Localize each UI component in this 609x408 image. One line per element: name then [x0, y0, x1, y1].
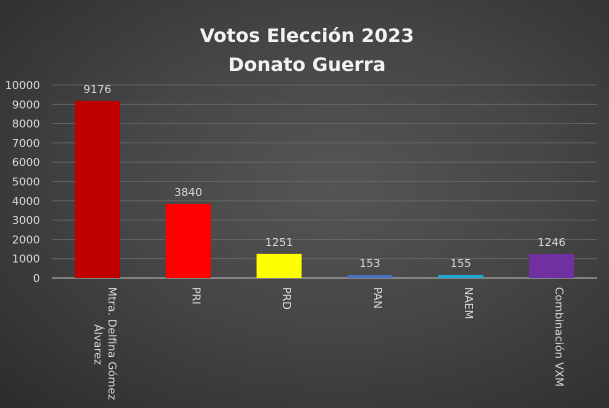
bar	[256, 253, 302, 278]
y-tick-label: 8000	[12, 118, 40, 131]
y-tick-label: 10000	[5, 79, 40, 92]
x-tick-label-line: NAEM	[462, 287, 475, 319]
data-label: 9176	[83, 83, 111, 96]
y-tick-label: 1000	[12, 253, 40, 266]
bar	[438, 275, 484, 278]
x-tick-label: PRI	[189, 287, 202, 305]
bar	[347, 275, 393, 278]
y-tick-label: 2000	[12, 233, 40, 246]
y-tick-label: 4000	[12, 195, 40, 208]
x-tick-label: Mtra. Delfina GómezÁlvarez	[91, 287, 118, 400]
y-tick-label: 3000	[12, 214, 40, 227]
x-tick-label: PRD	[280, 287, 293, 310]
y-tick-label: 6000	[12, 156, 40, 169]
data-label: 1251	[265, 236, 293, 249]
x-tick-label-line: PRD	[280, 287, 293, 310]
bar	[165, 203, 211, 278]
x-tick-label-line: Combinación VXM	[553, 287, 566, 387]
chart-title-line-2: Donato Guerra	[228, 54, 386, 76]
x-tick-label: Combinación VXM	[553, 287, 566, 387]
data-label: 1246	[538, 236, 566, 249]
data-label: 153	[359, 257, 380, 270]
y-tick-label: 7000	[12, 137, 40, 150]
y-tick-label: 0	[33, 272, 40, 285]
y-tick-label: 9000	[12, 98, 40, 111]
chart-title-line-1: Votos Elección 2023	[200, 25, 414, 47]
x-tick-label: PAN	[371, 287, 384, 309]
data-label: 155	[450, 257, 471, 270]
x-tick-label-line: Álvarez	[91, 324, 104, 365]
data-label: 3840	[174, 186, 202, 199]
bar	[529, 253, 575, 278]
bar	[74, 100, 120, 278]
x-tick-label-line: Mtra. Delfina Gómez	[105, 287, 118, 400]
x-tick-label: NAEM	[462, 287, 475, 319]
y-tick-label: 5000	[12, 176, 40, 189]
x-tick-label-line: PAN	[371, 287, 384, 309]
x-tick-label-line: PRI	[189, 287, 202, 305]
